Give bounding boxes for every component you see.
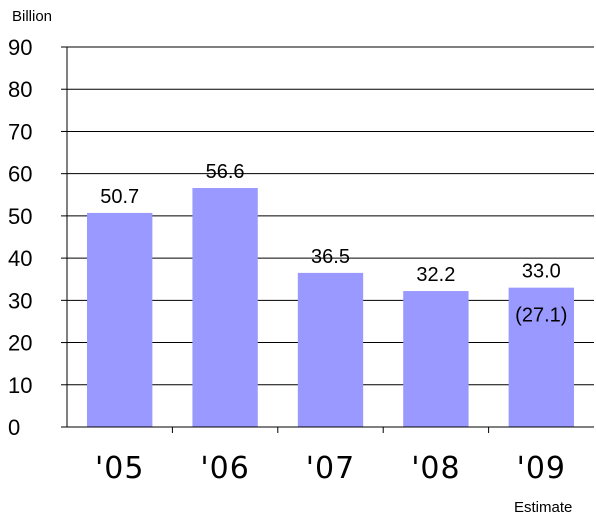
y-unit-label: Billion [12, 8, 53, 25]
axes [61, 46, 594, 433]
bar [508, 287, 574, 427]
data-label: 33.0 [522, 261, 561, 283]
bars [87, 188, 574, 427]
bar-annotation: (27.1) [515, 304, 567, 326]
data-label: 36.5 [311, 246, 350, 268]
data-label: 32.2 [416, 264, 455, 286]
y-tick-label: 50 [8, 204, 32, 229]
bar [403, 291, 469, 427]
data-labels: 50.7 56.6 36.5 32.2 33.0 (27.1) [100, 161, 567, 326]
y-tick-labels: 0 10 20 30 40 50 60 70 80 90 [8, 35, 32, 440]
x-category-label: '09 [517, 451, 566, 486]
y-tick-label: 30 [8, 288, 32, 313]
y-tick-label: 70 [8, 119, 32, 144]
x-category-label: '08 [411, 451, 460, 486]
y-tick-label: 90 [8, 35, 32, 60]
x-category-label: '06 [200, 451, 249, 486]
bar [87, 212, 153, 427]
bar [192, 188, 258, 427]
y-tick-label: 0 [8, 415, 20, 440]
y-tick-label: 80 [8, 77, 32, 102]
y-tick-label: 60 [8, 162, 32, 187]
y-tick-label: 20 [8, 331, 32, 356]
estimate-note: Estimate [514, 499, 573, 516]
x-category-label: '07 [306, 451, 355, 486]
y-tick-label: 10 [8, 373, 32, 398]
y-tick-label: 40 [8, 246, 32, 271]
bar [297, 272, 364, 427]
x-category-label: '05 [95, 451, 144, 486]
data-label: 56.6 [206, 161, 245, 183]
data-label: 50.7 [100, 186, 139, 208]
x-category-labels: '05 '06 '07 '08 '09 [95, 451, 566, 486]
